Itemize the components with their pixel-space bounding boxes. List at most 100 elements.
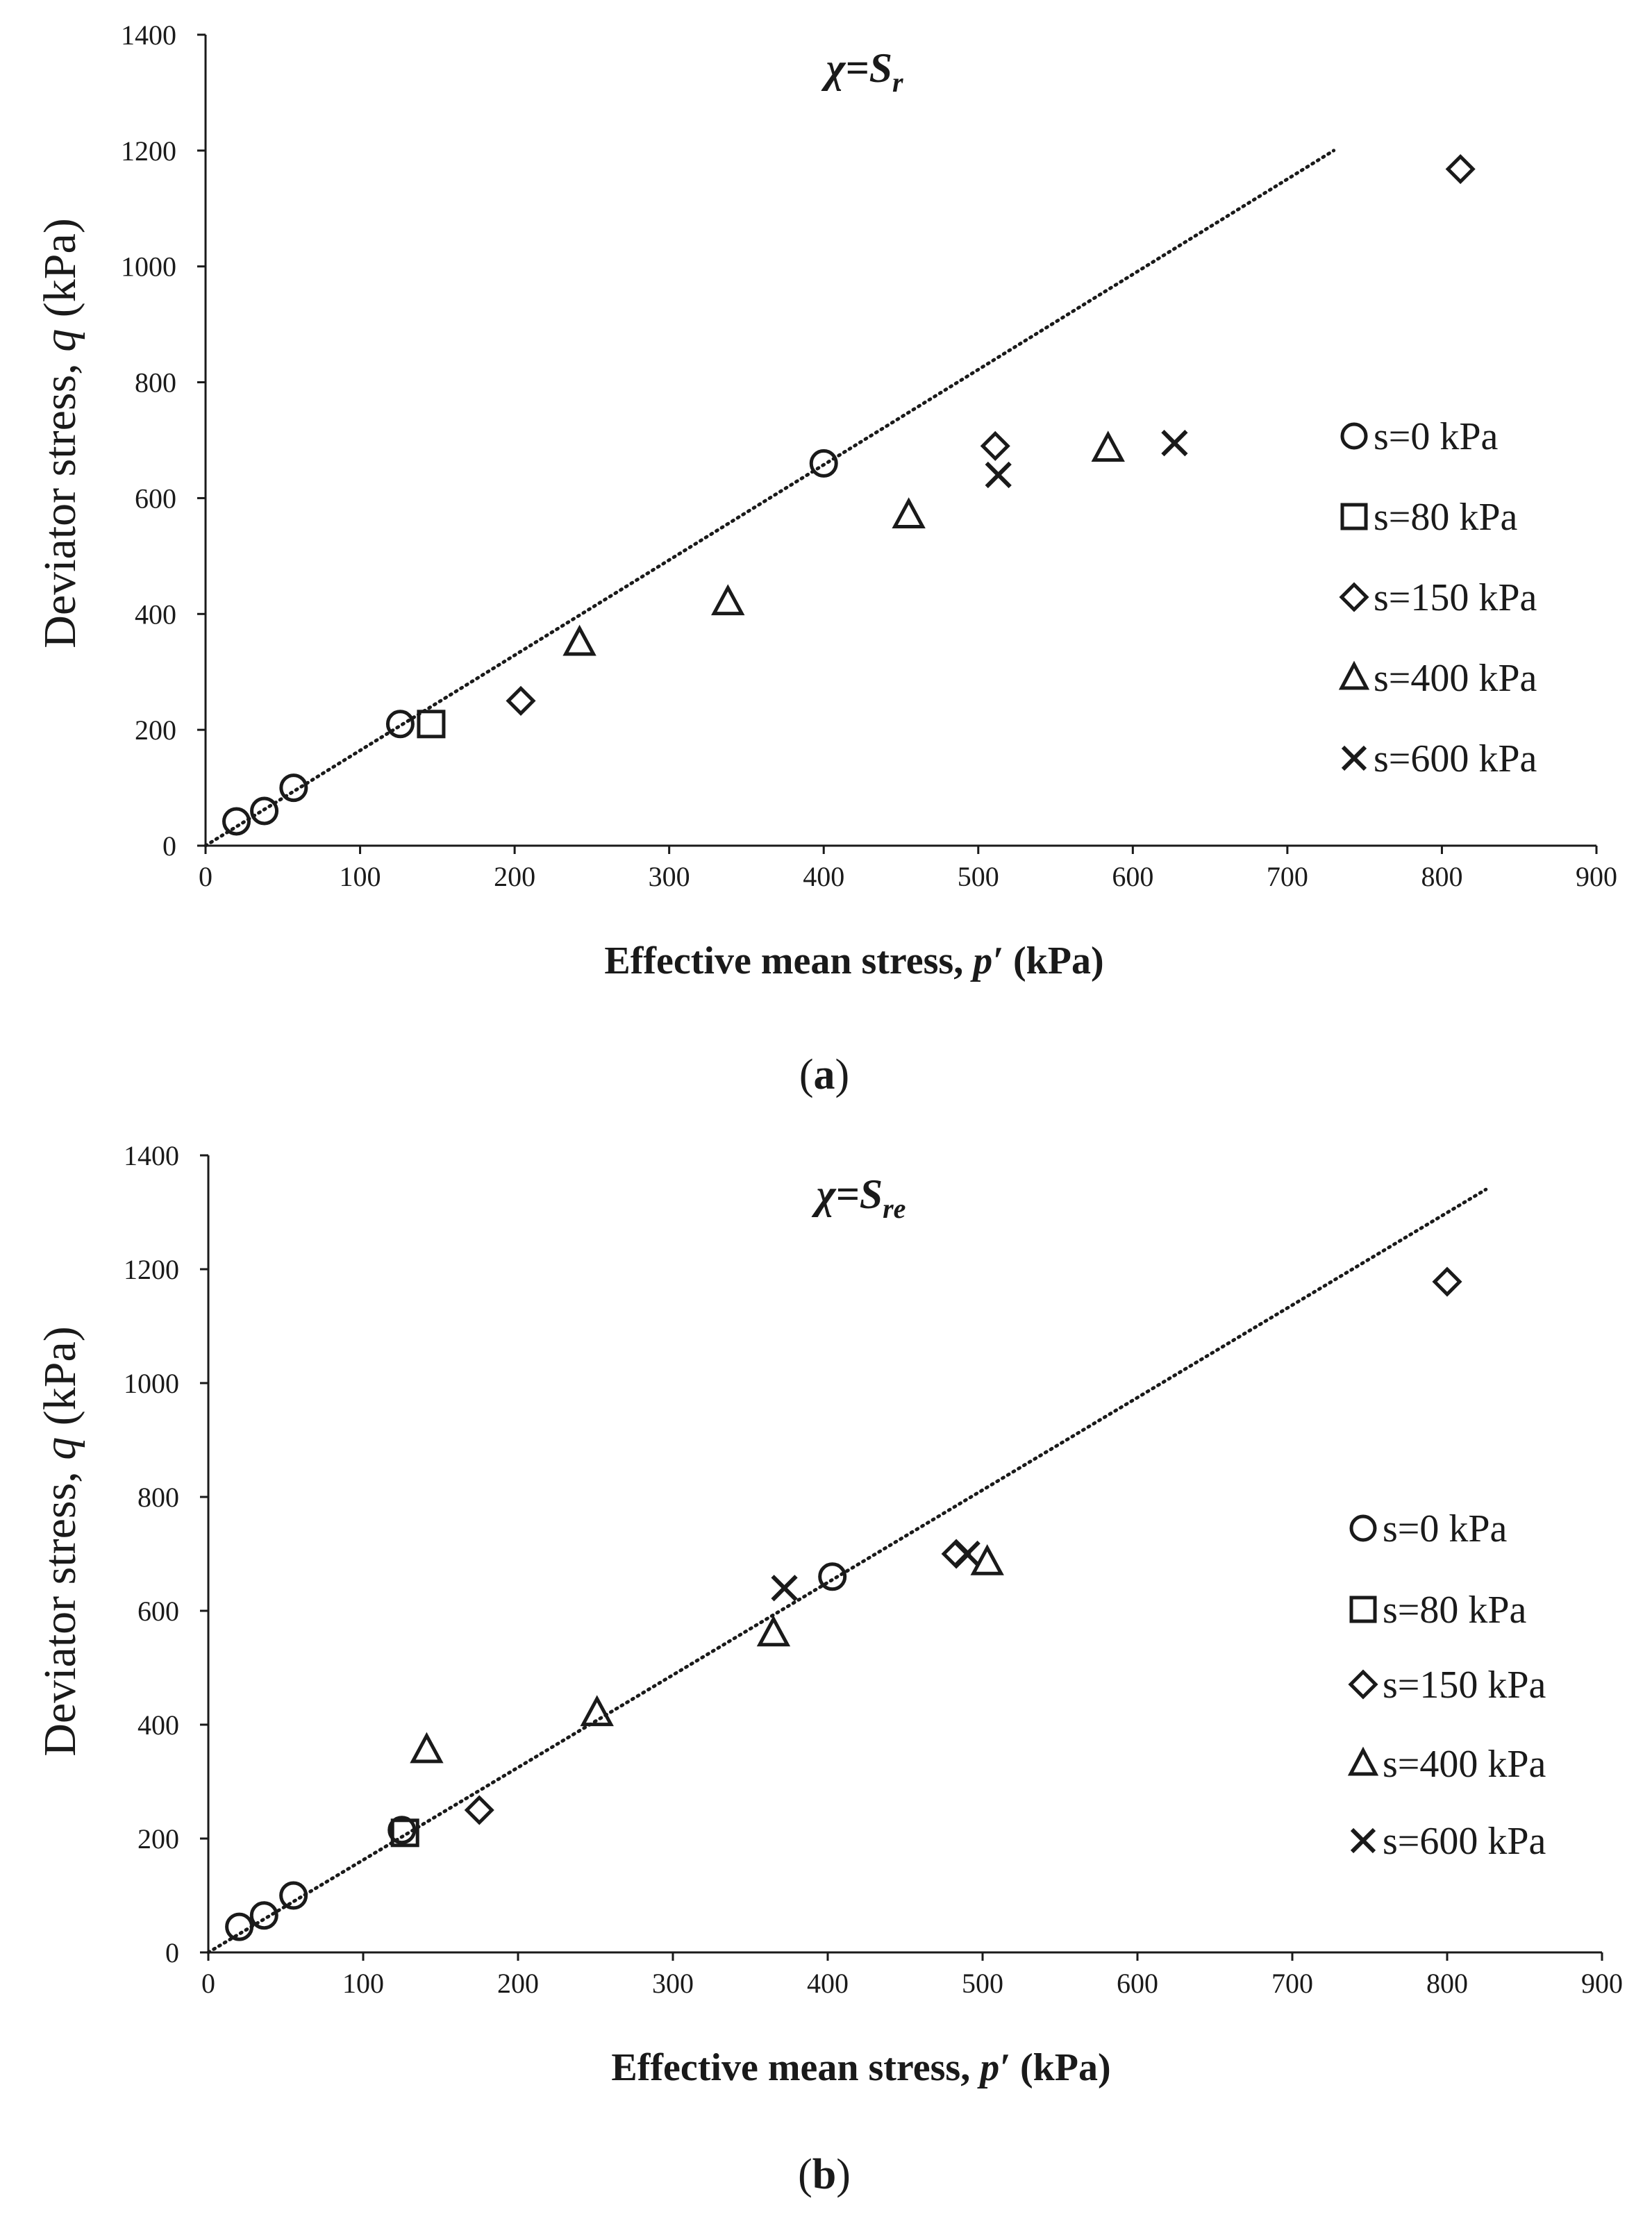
panel-a-title-sub: r: [892, 67, 903, 98]
panel-a-legend-item-3: s=400 kPa: [1338, 657, 1537, 700]
data-point-diamond: [506, 685, 536, 716]
data-point-diamond: [464, 1795, 494, 1825]
panel-b-title-sub: re: [883, 1193, 906, 1224]
data-point-triangle: [1091, 430, 1125, 462]
panel-a-legend-item-0: s=0 kPa: [1340, 415, 1499, 458]
data-point-cross: [953, 1540, 981, 1568]
legend-triangle-icon: [1347, 1746, 1379, 1776]
panel-b-x-label-suffix: (kPa): [1010, 2046, 1111, 2089]
panel-a-legend-label-3: s=400 kPa: [1374, 657, 1537, 700]
panel-b-legend-label-1: s=80 kPa: [1383, 1589, 1527, 1632]
panel-b-x-axis-label: Effective mean stress, p′ (kPa): [611, 2046, 1110, 2089]
data-point-triangle: [970, 1544, 1004, 1575]
legend-diamond-icon: [1348, 1669, 1378, 1700]
data-point-square: [390, 1818, 419, 1848]
panel-a-y-axis-label: Deviator stress, q (kPa): [35, 218, 85, 648]
panel-b-title: χ=Sre: [812, 1171, 906, 1224]
data-point-triangle: [711, 584, 745, 616]
data-point-circle: [249, 1901, 278, 1930]
data-point-cross: [1161, 430, 1188, 457]
panel-a-y-label-suffix: (kPa): [35, 218, 85, 328]
panel-b-legend-label-4: s=600 kPa: [1383, 1820, 1546, 1863]
panel-a-marks: [203, 149, 1476, 848]
x-tick-label: 900: [1576, 861, 1617, 892]
panel-b-legend-item-2: s=150 kPa: [1348, 1664, 1546, 1707]
panel-a-legend-item-4: s=600 kPa: [1341, 737, 1537, 780]
x-tick-label: 400: [807, 1968, 849, 1999]
data-point-triangle: [580, 1695, 614, 1727]
y-tick-label: 1000: [124, 1368, 179, 1399]
y-tick-label: 1200: [121, 135, 176, 167]
panel-a-caption-open: (: [799, 1051, 814, 1098]
panel-a-legend-item-1: s=80 kPa: [1340, 496, 1518, 539]
x-tick-label: 800: [1421, 861, 1462, 892]
b-trendline: [206, 1187, 1488, 1954]
panel-b-marks: [206, 1187, 1488, 1954]
x-tick-label: 900: [1581, 1968, 1623, 1999]
data-point-circle: [225, 1912, 254, 1941]
panel-b-legend-label-2: s=150 kPa: [1383, 1664, 1546, 1707]
data-point-cross: [771, 1575, 798, 1602]
data-point-circle: [818, 1562, 847, 1591]
panel-b-y-label-prefix: Deviator stress,: [35, 1460, 85, 1757]
panel-a-title: χ=Sr: [821, 45, 903, 98]
y-tick-label: 400: [135, 598, 176, 630]
data-point-cross: [985, 461, 1012, 489]
y-tick-label: 0: [165, 1937, 179, 1968]
panel-b-caption-close: ): [836, 2151, 851, 2198]
legend-square-icon: [1349, 1596, 1377, 1623]
panel-b-y-label-suffix: (kPa): [35, 1326, 85, 1437]
y-tick-label: 600: [135, 483, 176, 514]
a-trendline: [203, 149, 1336, 848]
data-point-circle: [279, 773, 308, 803]
x-tick-label: 400: [803, 861, 844, 892]
panel-b-caption-open: (: [798, 2151, 812, 2198]
panel-b: 0 100 200 300 400 500 600 700 800 900 0 200 400 600 80…: [35, 1140, 1623, 2198]
panel-b-legend: s=0 kPa s=80 kPa s=150 kPa s=400 kPa s=6…: [1347, 1507, 1546, 1863]
panel-a-legend-label-4: s=600 kPa: [1374, 737, 1537, 780]
y-tick-label: 800: [137, 1482, 179, 1513]
panel-a-title-main: χ=S: [821, 45, 892, 91]
data-point-triangle: [756, 1615, 791, 1647]
data-point-triangle: [410, 1732, 444, 1764]
legend-square-icon: [1340, 503, 1368, 530]
y-tick-label: 1400: [124, 1140, 179, 1171]
data-point-circle: [387, 1816, 417, 1845]
panel-a-x-label-var: p′: [970, 939, 1003, 982]
panel-b-x-label-var: p′: [977, 2046, 1010, 2089]
panel-a: 0 100 200 300 400 500 600 700 800 900 0 200 400 600 80…: [35, 19, 1617, 1098]
panel-a-legend-label-2: s=150 kPa: [1374, 576, 1537, 619]
legend-triangle-icon: [1338, 660, 1370, 690]
data-point-triangle: [892, 497, 926, 528]
x-tick-label: 500: [962, 1968, 1003, 1999]
data-point-diamond: [1445, 154, 1476, 185]
y-tick-label: 200: [135, 714, 176, 746]
panel-b-legend-item-0: s=0 kPa: [1349, 1507, 1508, 1550]
panel-b-legend-item-3: s=400 kPa: [1347, 1743, 1546, 1786]
legend-cross-icon: [1341, 745, 1367, 771]
y-tick-label: 1400: [121, 19, 176, 51]
panel-a-x-label-prefix: Effective mean stress,: [604, 939, 973, 982]
panel-b-title-main: χ=S: [812, 1171, 883, 1217]
panel-a-x-label-suffix: (kPa): [1003, 939, 1104, 982]
x-tick-label: 600: [1117, 1968, 1158, 1999]
panel-a-caption: (a): [799, 1051, 849, 1098]
panel-b-legend-item-1: s=80 kPa: [1349, 1589, 1527, 1632]
panel-b-legend-item-4: s=600 kPa: [1350, 1820, 1546, 1863]
panel-b-axes: 0 100 200 300 400 500 600 700 800 900 0 200 400 600 80…: [124, 1140, 1623, 1999]
data-point-circle: [279, 1881, 308, 1910]
panel-a-legend-label-0: s=0 kPa: [1374, 415, 1499, 458]
panel-b-y-label-var: q: [35, 1437, 85, 1460]
x-tick-label: 700: [1267, 861, 1308, 892]
panel-b-legend-label-0: s=0 kPa: [1383, 1507, 1508, 1550]
y-tick-label: 400: [137, 1709, 179, 1741]
panel-a-legend-label-1: s=80 kPa: [1374, 496, 1518, 539]
legend-circle-icon: [1340, 422, 1368, 450]
x-tick-label: 100: [340, 861, 381, 892]
x-tick-label: 200: [494, 861, 535, 892]
legend-cross-icon: [1350, 1827, 1376, 1854]
x-tick-label: 0: [201, 1968, 215, 1999]
panel-a-y-label-var: q: [35, 329, 85, 352]
